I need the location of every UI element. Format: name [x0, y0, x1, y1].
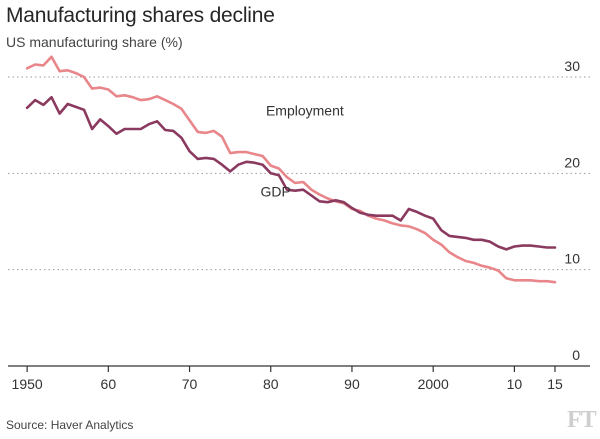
- x-tick-label-2015: 15: [547, 376, 563, 392]
- x-tick-label-1990: 90: [344, 376, 360, 392]
- series-line-employment: [25, 55, 557, 284]
- y-tick-label-10: 10: [564, 251, 580, 267]
- x-tick-label-2010: 10: [507, 376, 523, 392]
- series-lines: [25, 55, 557, 284]
- annotation-gdp: GDP: [260, 184, 290, 200]
- y-tick-label-0: 0: [572, 347, 580, 363]
- ft-logo: FT: [567, 407, 597, 433]
- y-tick-label-20: 20: [564, 154, 580, 170]
- x-tick-label-1970: 70: [182, 376, 198, 392]
- series-annotations: Employment GDP: [260, 103, 343, 200]
- chart-title: Manufacturing shares decline: [6, 4, 275, 27]
- chart-subtitle: US manufacturing share (%): [6, 34, 183, 50]
- x-tick-label-1950: 1950: [12, 376, 43, 392]
- x-tick-label-1980: 80: [263, 376, 279, 392]
- annotation-employment: Employment: [266, 103, 344, 119]
- series-line-gdp: [25, 95, 557, 251]
- y-axis-labels: 0 10 20 30: [564, 58, 580, 363]
- y-tick-label-30: 30: [564, 58, 580, 74]
- source-note: Source: Haver Analytics: [6, 418, 134, 432]
- x-tick-label-2000: 2000: [418, 376, 449, 392]
- x-tick-label-1960: 60: [101, 376, 117, 392]
- x-axis: 1950 60 70 80 90 2000 10 15: [8, 365, 590, 392]
